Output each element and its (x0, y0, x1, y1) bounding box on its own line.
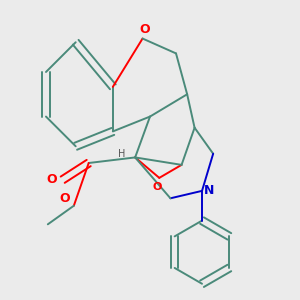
Text: O: O (59, 192, 70, 205)
Text: N: N (204, 184, 214, 197)
Text: O: O (46, 173, 57, 186)
Text: O: O (153, 182, 162, 192)
Text: O: O (139, 23, 150, 36)
Text: H: H (118, 149, 126, 159)
